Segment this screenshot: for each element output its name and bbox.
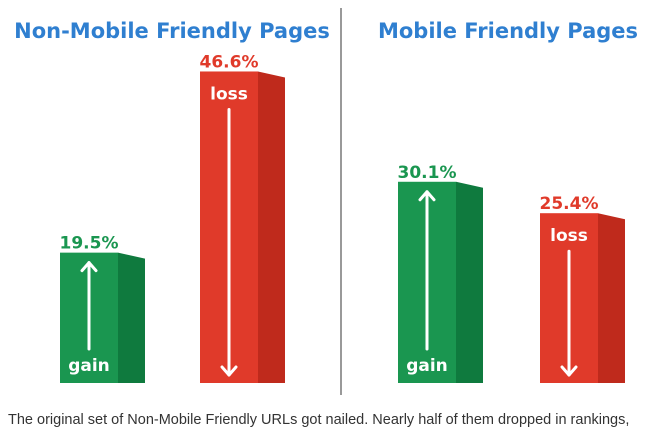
bar-side-face [598,213,625,383]
arrowhead-icon [80,261,98,273]
bar-inner-label: loss [210,84,248,104]
caption-text: The original set of Non-Mobile Friendly … [8,412,630,428]
bar-1-loss: loss 25.4% [540,194,625,383]
bar-0-loss: loss 46.6% [200,52,285,383]
bar-side-face [258,71,285,383]
bar-inner-label: gain [68,356,110,376]
panel-title-non-mobile: Non-Mobile Friendly Pages [14,19,330,43]
arrowhead-icon [220,365,238,377]
bar-value-label: 30.1% [398,163,457,183]
arrowhead-icon [418,190,436,202]
bar-1-gain: gain 30.1% [398,163,483,383]
bar-side-face [118,252,145,383]
bars-layer: gain 19.5% loss 46.6% gain 30.1% loss 25.4% [60,52,625,383]
bar-value-label: 19.5% [60,234,119,254]
bar-0-gain: gain 19.5% [60,234,145,383]
bar-inner-label: loss [550,226,588,246]
bar-side-face [456,181,483,383]
arrowhead-icon [560,365,578,377]
bar-value-label: 25.4% [540,194,599,214]
bar-inner-label: gain [406,356,448,376]
bar-value-label: 46.6% [200,52,259,72]
panel-title-mobile: Mobile Friendly Pages [378,19,638,43]
